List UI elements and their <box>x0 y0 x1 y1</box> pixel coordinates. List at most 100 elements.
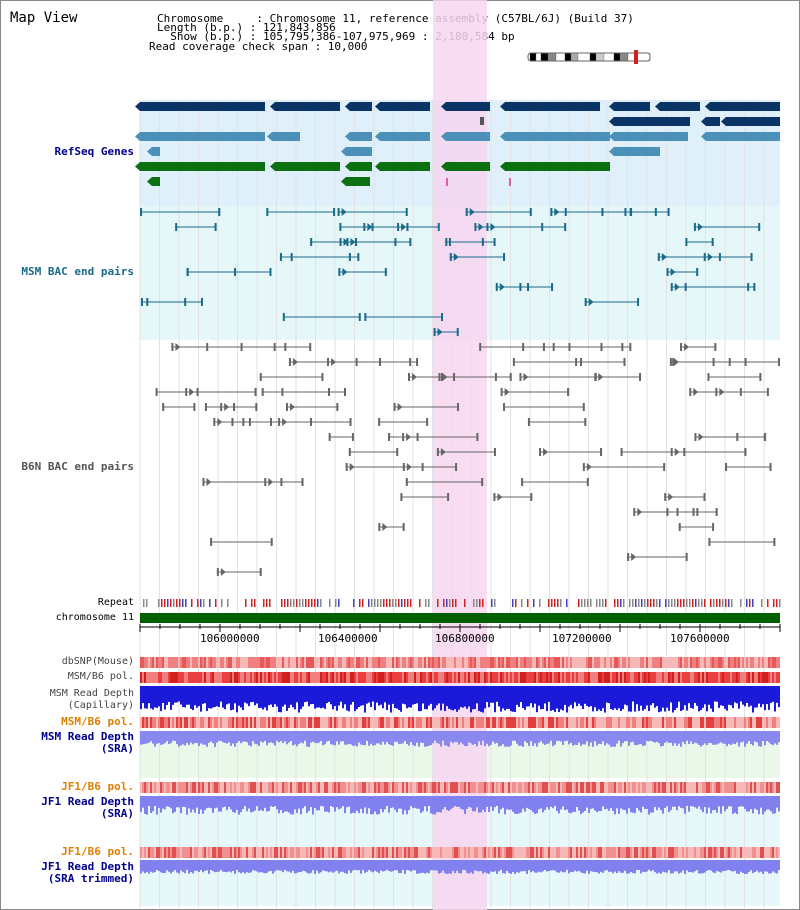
read-depth-bar <box>516 686 518 705</box>
polymorphism-cell <box>350 717 352 728</box>
read-depth-bar <box>712 686 714 712</box>
polymorphism-cell <box>284 847 286 858</box>
bac-end-marker <box>500 388 503 396</box>
polymorphism-cell <box>264 717 266 728</box>
polymorphism-cell <box>586 657 588 668</box>
read-depth-bar <box>230 860 232 873</box>
track-label-b6n-bac[interactable]: B6N BAC end pairs <box>21 460 134 473</box>
polymorphism-cell <box>484 717 486 728</box>
read-depth-bar <box>500 796 502 810</box>
read-depth-bar <box>414 796 416 808</box>
polymorphism-cell <box>180 672 182 683</box>
polymorphism-cell <box>706 657 708 668</box>
track-label-msm-bac[interactable]: MSM BAC end pairs <box>21 265 134 278</box>
polymorphism-cell <box>162 847 164 858</box>
read-depth-bar <box>630 686 632 712</box>
polymorphism-cell <box>326 672 328 683</box>
polymorphism-cell <box>628 847 630 858</box>
polymorphism-cell <box>266 847 268 858</box>
read-depth-bar <box>596 860 598 873</box>
polymorphism-cell <box>406 782 408 793</box>
bac-end-marker <box>703 253 706 261</box>
polymorphism-cell <box>664 847 666 858</box>
polymorphism-cell <box>636 717 638 728</box>
polymorphism-cell <box>638 657 640 668</box>
bac-end-arrow <box>631 553 637 561</box>
polymorphism-cell <box>376 847 378 858</box>
read-depth-bar <box>744 686 746 707</box>
polymorphism-cell <box>488 672 490 683</box>
read-depth-bar <box>708 796 710 808</box>
read-depth-bar <box>708 686 710 705</box>
read-depth-bar <box>508 731 510 747</box>
bac-end-marker <box>481 478 484 486</box>
polymorphism-cell <box>616 657 618 668</box>
polymorphism-cell <box>292 847 294 858</box>
read-depth-bar <box>642 731 644 747</box>
polymorphism-cell <box>712 672 714 683</box>
polymorphism-cell <box>166 657 168 668</box>
read-depth-bar <box>490 860 492 872</box>
polymorphism-cell <box>532 657 534 668</box>
read-depth-bar <box>604 860 606 871</box>
read-depth-bar <box>620 686 622 712</box>
polymorphism-cell <box>226 847 228 858</box>
repeat-mark <box>146 599 148 607</box>
polymorphism-cell <box>648 657 650 668</box>
polymorphism-cell <box>616 717 618 728</box>
polymorphism-cell <box>144 847 146 858</box>
polymorphism-cell <box>614 847 616 858</box>
read-depth-bar <box>394 796 396 810</box>
read-depth-bar <box>248 860 250 873</box>
read-depth-bar <box>774 860 776 873</box>
read-depth-bar <box>534 686 536 704</box>
polymorphism-cell <box>548 847 550 858</box>
read-depth-bar <box>358 860 360 871</box>
bac-end-marker <box>703 493 706 501</box>
polymorphism-cell <box>660 717 662 728</box>
read-depth-bar <box>416 860 418 874</box>
polymorphism-cell <box>258 717 260 728</box>
polymorphism-cell <box>148 782 150 793</box>
polymorphism-cell <box>234 847 236 858</box>
read-depth-bar <box>180 796 182 814</box>
read-depth-bar <box>286 731 288 745</box>
polymorphism-cell <box>388 782 390 793</box>
read-depth-bar <box>546 731 548 744</box>
read-depth-bar <box>182 731 184 745</box>
read-depth-bar <box>720 731 722 743</box>
bac-end-marker <box>769 463 772 471</box>
bac-end-marker <box>216 568 219 576</box>
read-depth-bar <box>550 686 552 711</box>
polymorphism-cell <box>170 717 172 728</box>
read-depth-bar <box>388 860 390 871</box>
read-depth-bar <box>320 731 322 742</box>
read-depth-bar <box>656 686 658 707</box>
read-depth-bar <box>468 860 470 874</box>
read-depth-bar <box>308 686 310 707</box>
read-depth-bar <box>742 796 744 807</box>
read-depth-bar <box>588 686 590 707</box>
read-depth-bar <box>558 731 560 741</box>
polymorphism-cell <box>280 782 282 793</box>
polymorphism-cell <box>534 717 536 728</box>
repeat-mark <box>284 599 286 607</box>
polymorphism-cell <box>254 717 256 728</box>
polymorphism-cell <box>764 847 766 858</box>
read-depth-bar <box>750 860 752 871</box>
polymorphism-cell <box>324 657 326 668</box>
polymorphism-cell <box>424 782 426 793</box>
track-label-refseq[interactable]: RefSeq Genes <box>54 145 134 158</box>
read-depth-bar <box>756 686 758 708</box>
polymorphism-cell <box>742 717 744 728</box>
read-depth-bar <box>212 860 214 872</box>
polymorphism-cell <box>472 782 474 793</box>
polymorphism-cell <box>652 657 654 668</box>
read-depth-bar <box>582 796 584 813</box>
read-depth-bar <box>378 860 380 874</box>
polymorphism-cell <box>658 657 660 668</box>
read-depth-bar <box>336 731 338 742</box>
bac-end-marker <box>529 208 532 216</box>
read-depth-bar <box>186 796 188 815</box>
